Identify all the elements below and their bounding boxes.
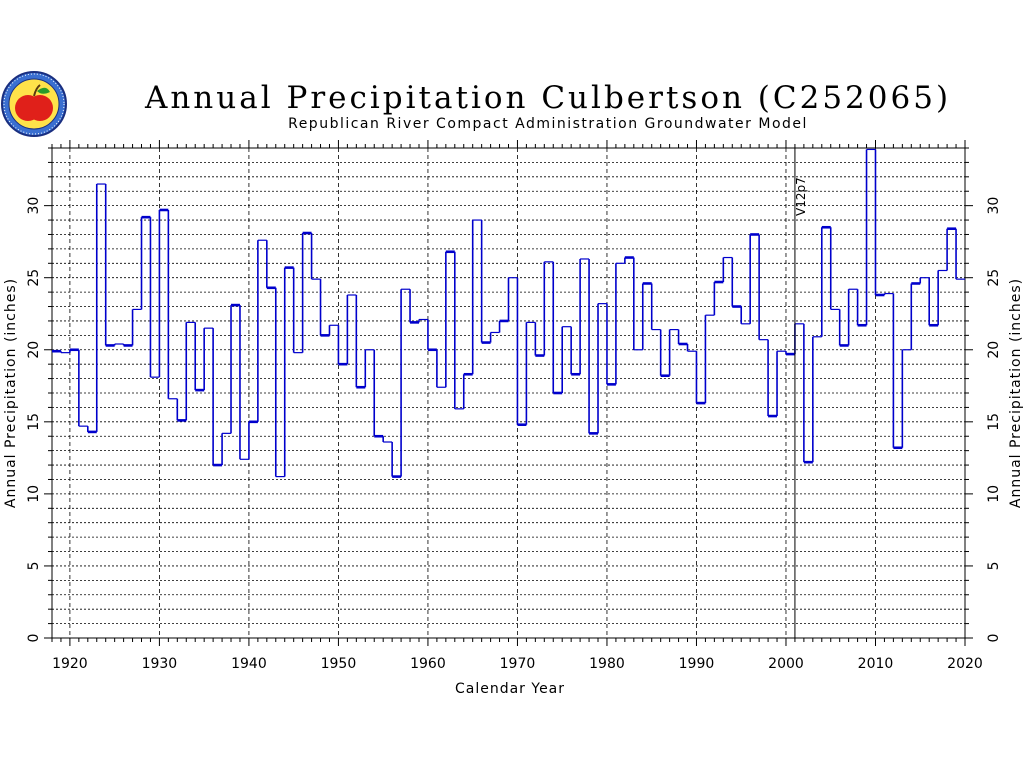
version-marker-label: V12p7 — [794, 177, 808, 216]
y-tick-label: 0 — [26, 634, 42, 643]
y-axis-label-right: Annual Precipitation (inches) — [1008, 278, 1024, 508]
y-tick-label: 20 — [986, 341, 1002, 359]
y-tick-label: 30 — [986, 197, 1002, 215]
y-tick-label: 25 — [986, 269, 1002, 287]
x-tick-label: 1970 — [500, 656, 536, 672]
grid — [52, 148, 965, 638]
y-tick-label: 0 — [986, 634, 1002, 643]
page-title: Annual Precipitation Culbertson (C252065… — [144, 80, 951, 116]
y-tick-label: 25 — [26, 269, 42, 287]
y-tick-label: 5 — [986, 561, 1002, 570]
x-tick-label: 1940 — [231, 656, 267, 672]
x-tick-label: 2010 — [858, 656, 894, 672]
y-tick-label: 15 — [26, 413, 42, 431]
y-tick-label: 30 — [26, 197, 42, 215]
x-tick-label: 1930 — [142, 656, 178, 672]
x-tick-label: 1990 — [679, 656, 715, 672]
y-tick-label: 10 — [26, 485, 42, 503]
x-tick-label: 1980 — [589, 656, 625, 672]
version-annotation: V12p7 — [794, 148, 808, 638]
apple-seal-logo — [1, 71, 67, 137]
page-subtitle: Republican River Compact Administration … — [288, 116, 808, 132]
precipitation-series — [52, 148, 965, 478]
x-tick-label: 2020 — [947, 656, 983, 672]
y-tick-label: 5 — [26, 561, 42, 570]
y-tick-labels-right: 0 5 10 15 20 25 30 — [986, 197, 1002, 643]
y-tick-label: 10 — [986, 485, 1002, 503]
x-tick-label: 2000 — [768, 656, 804, 672]
y-axis-label-left: Annual Precipitation (inches) — [3, 278, 19, 508]
axis-ticks — [44, 140, 973, 646]
y-tick-labels-left: 0 5 10 15 20 25 30 — [26, 197, 42, 643]
x-axis-label: Calendar Year — [455, 681, 565, 697]
y-tick-label: 20 — [26, 341, 42, 359]
x-tick-labels: 1920 1930 1940 1950 1960 1970 1980 1990 2000 2010… — [52, 656, 983, 672]
x-tick-label: 1920 — [52, 656, 88, 672]
x-tick-label: 1950 — [321, 656, 357, 672]
x-tick-label: 1960 — [410, 656, 446, 672]
y-tick-label: 15 — [986, 413, 1002, 431]
